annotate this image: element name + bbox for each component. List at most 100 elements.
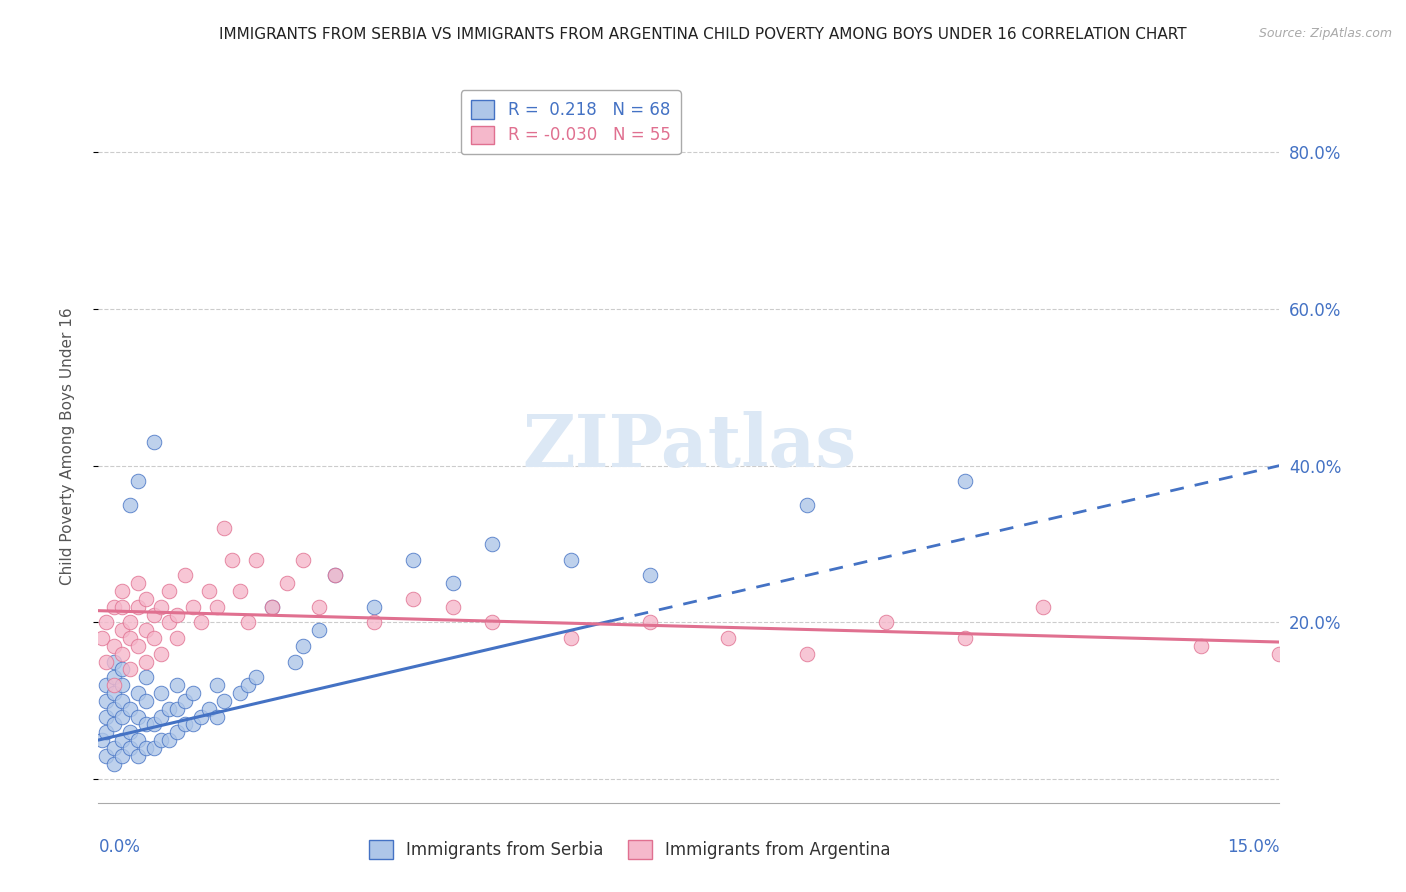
Point bbox=[157, 733, 180, 747]
Point bbox=[103, 686, 125, 700]
Point bbox=[157, 615, 180, 630]
Point bbox=[118, 498, 141, 512]
Point bbox=[638, 568, 661, 582]
Point bbox=[323, 568, 346, 582]
Point bbox=[157, 702, 180, 716]
Text: Source: ZipAtlas.com: Source: ZipAtlas.com bbox=[1258, 27, 1392, 40]
Text: 0.0%: 0.0% bbox=[98, 838, 141, 856]
Point bbox=[103, 599, 125, 614]
Point bbox=[245, 670, 267, 684]
Point bbox=[221, 552, 243, 566]
Point bbox=[96, 694, 118, 708]
Point bbox=[229, 584, 252, 599]
Point bbox=[150, 709, 173, 723]
Point bbox=[96, 655, 118, 669]
Point bbox=[127, 599, 149, 614]
Point bbox=[181, 686, 204, 700]
Point bbox=[150, 647, 173, 661]
Point bbox=[103, 678, 125, 692]
Point bbox=[96, 615, 118, 630]
Point bbox=[953, 631, 976, 645]
Point bbox=[292, 639, 315, 653]
Point bbox=[441, 576, 464, 591]
Point bbox=[118, 663, 141, 677]
Point bbox=[103, 655, 125, 669]
Point bbox=[181, 599, 204, 614]
Point bbox=[1032, 599, 1054, 614]
Point bbox=[796, 647, 818, 661]
Point bbox=[953, 475, 976, 489]
Point bbox=[103, 740, 125, 755]
Point bbox=[142, 435, 165, 450]
Point bbox=[157, 584, 180, 599]
Point bbox=[197, 584, 219, 599]
Point bbox=[1268, 647, 1291, 661]
Point bbox=[166, 631, 188, 645]
Point bbox=[135, 694, 157, 708]
Point bbox=[717, 631, 740, 645]
Point bbox=[118, 725, 141, 739]
Legend: Immigrants from Serbia, Immigrants from Argentina: Immigrants from Serbia, Immigrants from … bbox=[363, 834, 897, 866]
Point bbox=[166, 725, 188, 739]
Point bbox=[363, 599, 385, 614]
Point bbox=[127, 639, 149, 653]
Point bbox=[111, 694, 134, 708]
Point bbox=[174, 568, 197, 582]
Point bbox=[103, 702, 125, 716]
Point bbox=[205, 599, 228, 614]
Point bbox=[481, 615, 503, 630]
Point bbox=[560, 631, 582, 645]
Point bbox=[402, 552, 425, 566]
Point bbox=[796, 498, 818, 512]
Point bbox=[127, 686, 149, 700]
Point bbox=[229, 686, 252, 700]
Point bbox=[236, 678, 259, 692]
Point bbox=[111, 624, 134, 638]
Text: IMMIGRANTS FROM SERBIA VS IMMIGRANTS FROM ARGENTINA CHILD POVERTY AMONG BOYS UND: IMMIGRANTS FROM SERBIA VS IMMIGRANTS FRO… bbox=[219, 27, 1187, 42]
Point bbox=[323, 568, 346, 582]
Point bbox=[166, 607, 188, 622]
Point bbox=[214, 694, 236, 708]
Point bbox=[441, 599, 464, 614]
Point bbox=[166, 702, 188, 716]
Point bbox=[118, 702, 141, 716]
Point bbox=[174, 717, 197, 731]
Point bbox=[91, 733, 114, 747]
Point bbox=[150, 686, 173, 700]
Point bbox=[197, 702, 219, 716]
Point bbox=[205, 678, 228, 692]
Point bbox=[135, 624, 157, 638]
Point bbox=[638, 615, 661, 630]
Point bbox=[103, 639, 125, 653]
Point bbox=[142, 607, 165, 622]
Point bbox=[236, 615, 259, 630]
Point bbox=[150, 599, 173, 614]
Point bbox=[260, 599, 283, 614]
Point bbox=[96, 709, 118, 723]
Point bbox=[118, 631, 141, 645]
Point bbox=[276, 576, 298, 591]
Point bbox=[103, 670, 125, 684]
Point bbox=[96, 678, 118, 692]
Point bbox=[135, 655, 157, 669]
Point bbox=[135, 591, 157, 606]
Point bbox=[402, 591, 425, 606]
Point bbox=[111, 709, 134, 723]
Point bbox=[127, 709, 149, 723]
Point bbox=[127, 748, 149, 763]
Point bbox=[260, 599, 283, 614]
Text: ZIPatlas: ZIPatlas bbox=[522, 410, 856, 482]
Point bbox=[118, 740, 141, 755]
Point bbox=[560, 552, 582, 566]
Point bbox=[190, 615, 212, 630]
Point bbox=[91, 631, 114, 645]
Point bbox=[481, 537, 503, 551]
Point bbox=[135, 717, 157, 731]
Point bbox=[111, 733, 134, 747]
Point bbox=[284, 655, 307, 669]
Point bbox=[127, 475, 149, 489]
Point bbox=[111, 599, 134, 614]
Point bbox=[142, 740, 165, 755]
Point bbox=[111, 584, 134, 599]
Point bbox=[127, 576, 149, 591]
